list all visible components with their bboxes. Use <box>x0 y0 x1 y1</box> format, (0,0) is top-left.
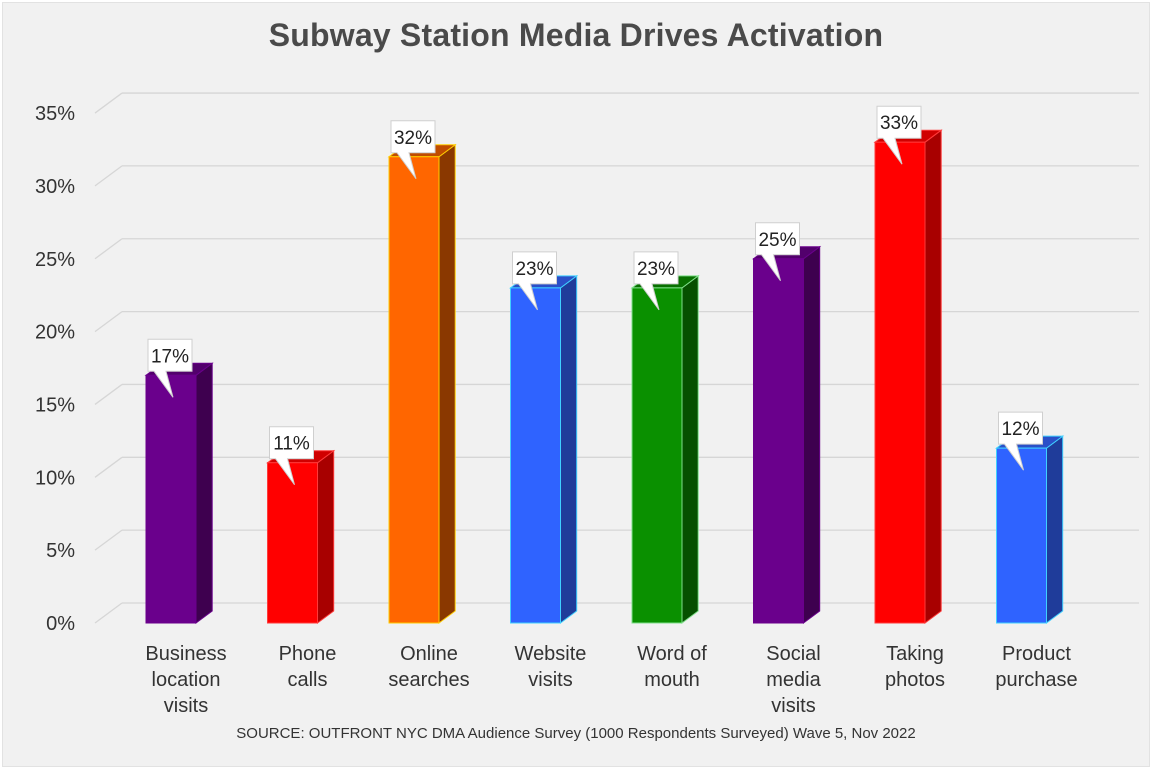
data-label-callout: 33% <box>876 105 922 165</box>
bar-side <box>924 129 942 624</box>
y-tick-label: 25% <box>35 249 75 271</box>
bar-side <box>438 143 456 624</box>
x-tick-line: mouth <box>644 669 700 691</box>
gridline-depth <box>94 529 123 551</box>
gridline-depth <box>94 383 123 405</box>
bar-side <box>317 449 335 624</box>
y-tick-label: 10% <box>35 467 75 489</box>
y-axis: 0% 5% 10% 15% 20% 25% 30% 35% <box>35 103 75 635</box>
bar-side <box>560 274 578 624</box>
y-tick-label: 5% <box>46 540 75 562</box>
x-tick-label: Word of mouth <box>637 643 707 691</box>
data-label: 32% <box>394 128 432 149</box>
gridline-depth <box>94 165 123 187</box>
callout-box <box>390 120 436 180</box>
bar: 33% <box>873 105 943 624</box>
data-label: 11% <box>273 434 310 455</box>
bar-side <box>681 274 699 624</box>
bar-side <box>1046 435 1064 624</box>
data-label: 12% <box>1001 419 1039 440</box>
gridline-depth <box>94 311 123 333</box>
x-tick-line: location <box>152 669 221 691</box>
bar-side <box>803 245 821 624</box>
callout-box <box>269 426 314 486</box>
y-tick-label: 0% <box>46 613 75 635</box>
chart-source: SOURCE: OUTFRONT NYC DMA Audience Survey… <box>236 725 916 742</box>
y-tick-label: 30% <box>35 176 75 198</box>
data-label-callout: 12% <box>998 411 1043 471</box>
x-tick-line: visits <box>164 695 208 717</box>
gridline-depth <box>94 92 123 114</box>
y-tick-label: 15% <box>35 394 75 416</box>
x-tick-line: visits <box>528 669 572 691</box>
x-tick-line: Business <box>145 643 226 665</box>
gridline-depth <box>94 602 123 624</box>
gridline-depth <box>94 238 123 260</box>
callout-box <box>633 251 679 311</box>
bar-side <box>195 362 213 624</box>
x-tick-line: Taking <box>886 643 944 665</box>
bar: 17% <box>144 338 214 624</box>
x-tick-label: Website visits <box>515 643 587 691</box>
data-label: 23% <box>637 259 675 280</box>
data-label-callout: 23% <box>633 251 679 311</box>
bar: 23% <box>508 251 579 624</box>
x-tick-line: Word of <box>637 643 707 665</box>
data-label: 23% <box>515 259 553 280</box>
x-tick-line: visits <box>771 695 815 717</box>
x-tick-line: Product <box>1002 643 1071 665</box>
bars: 17% 11% 32% 23% 23% 25% 33% 12% <box>144 105 1065 624</box>
bar-front <box>267 462 318 624</box>
y-tick-label: 35% <box>35 103 75 125</box>
callout-box <box>876 105 922 165</box>
data-label: 33% <box>880 113 918 134</box>
bar-front <box>753 258 804 624</box>
gridlines <box>94 92 1139 624</box>
data-label-callout: 11% <box>269 426 314 486</box>
bar: 12% <box>994 411 1065 624</box>
bar: 23% <box>630 251 700 624</box>
data-label-callout: 17% <box>147 338 193 398</box>
x-tick-line: Website <box>515 643 587 665</box>
x-tick-label: Product purchase <box>995 643 1077 691</box>
bar-front <box>388 156 440 624</box>
x-tick-label: Business location visits <box>145 643 226 717</box>
x-tick-line: photos <box>885 669 945 691</box>
callout-box <box>755 222 800 282</box>
callout-box <box>147 338 193 398</box>
data-label-callout: 23% <box>512 251 557 311</box>
x-tick-label: Social media visits <box>766 643 821 717</box>
bar-front <box>996 447 1047 624</box>
bar-front <box>145 374 197 624</box>
data-label-callout: 32% <box>390 120 436 180</box>
x-tick-line: Social <box>766 643 820 665</box>
chart-title: Subway Station Media Drives Activation <box>268 17 884 53</box>
data-label-callout: 25% <box>755 222 800 282</box>
y-tick-label: 20% <box>35 322 75 344</box>
bar-front <box>874 141 926 624</box>
gridline-depth <box>94 456 123 478</box>
x-tick-line: purchase <box>995 669 1077 691</box>
callout-box <box>512 251 557 311</box>
callout-box <box>998 411 1043 471</box>
bar-front <box>631 287 683 624</box>
bar-front <box>510 287 561 624</box>
data-label: 17% <box>151 346 189 367</box>
bar: 32% <box>387 120 457 624</box>
x-tick-line: Online <box>400 643 458 665</box>
x-tick-line: media <box>766 669 821 691</box>
x-tick-label: Phone calls <box>279 643 337 691</box>
x-tick-line: searches <box>388 669 469 691</box>
x-tick-line: calls <box>287 669 327 691</box>
bar: 25% <box>751 222 822 624</box>
x-tick-label: Online searches <box>388 643 469 691</box>
x-tick-label: Taking photos <box>885 643 945 691</box>
data-label: 25% <box>758 230 796 251</box>
x-tick-line: Phone <box>279 643 337 665</box>
bar: 11% <box>265 426 336 624</box>
bar-chart: 0% 5% 10% 15% 20% 25% 30% 35% Business location vi… <box>35 92 1139 717</box>
